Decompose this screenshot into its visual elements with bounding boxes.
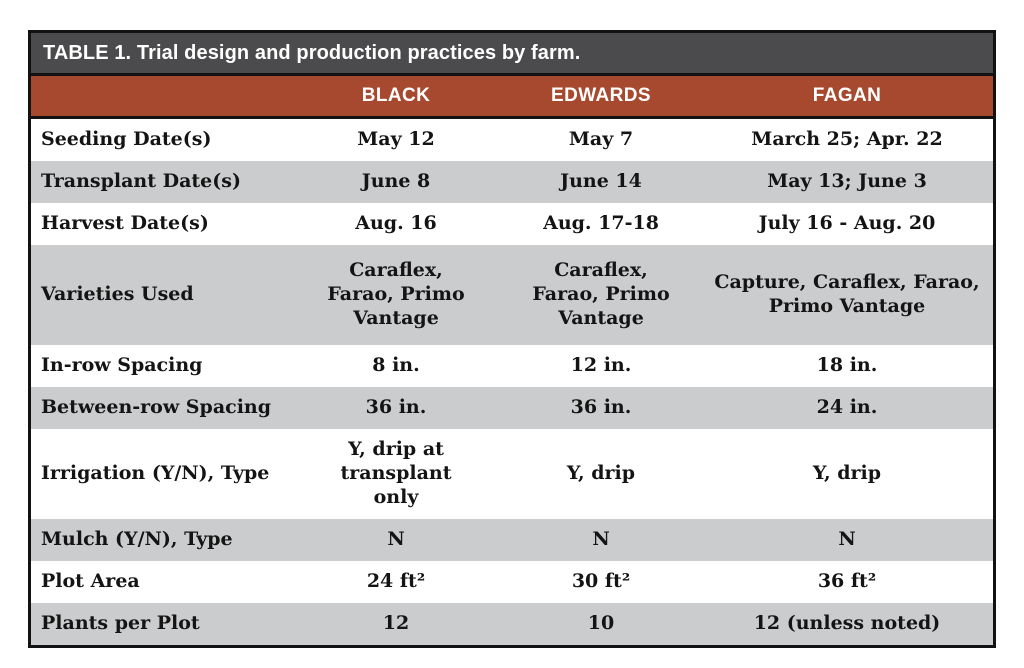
cell-fagan: N	[838, 528, 856, 551]
cell-edwards: 12 in.	[570, 354, 632, 377]
row-label: Plants per Plot	[41, 612, 200, 635]
cell-edwards: 10	[587, 612, 615, 635]
row-label: Irrigation (Y/N), Type	[41, 462, 270, 485]
cell-black: Y, drip at transplant only	[340, 438, 452, 508]
row-label: Harvest Date(s)	[41, 212, 209, 235]
table-row-varieties-used: Varieties Used Caraflex, Farao, Primo Va…	[31, 245, 993, 345]
row-label: Transplant Date(s)	[41, 170, 241, 193]
table-row-transplant-dates: Transplant Date(s) June 8 June 14 May 13…	[31, 161, 993, 203]
row-label: In-row Spacing	[41, 354, 203, 377]
cell-fagan: Y, drip	[812, 462, 882, 485]
cell-edwards: Caraflex, Farao, Primo Vantage	[532, 259, 670, 329]
table-row-in-row-spacing: In-row Spacing 8 in. 12 in. 18 in.	[31, 345, 993, 387]
header-cell-edwards: EDWARDS	[551, 85, 651, 106]
table-header-row: BLACK EDWARDS FAGAN	[31, 76, 993, 119]
cell-black: June 8	[361, 170, 431, 193]
cell-fagan: May 13; June 3	[767, 170, 927, 193]
cell-edwards: May 7	[568, 128, 634, 151]
row-label: Seeding Date(s)	[41, 128, 212, 151]
row-label: Plot Area	[41, 570, 140, 593]
cell-black: May 12	[357, 128, 435, 151]
cell-fagan: 12 (unless noted)	[753, 612, 941, 635]
cell-black: Aug. 16	[355, 212, 437, 235]
cell-fagan: 18 in.	[816, 354, 878, 377]
cell-black: 36 in.	[365, 396, 427, 419]
row-label: Mulch (Y/N), Type	[41, 528, 233, 551]
row-label: Between-row Spacing	[41, 396, 272, 419]
table-title: TABLE 1. Trial design and production pra…	[43, 41, 581, 64]
cell-fagan: Capture, Caraflex, Farao, Primo Vantage	[714, 271, 980, 317]
table-row-seeding-dates: Seeding Date(s) May 12 May 7 March 25; A…	[31, 119, 993, 161]
cell-black: 8 in.	[372, 354, 420, 377]
table-row-plants-per-plot: Plants per Plot 12 10 12 (unless noted)	[31, 603, 993, 645]
cell-edwards: June 14	[560, 170, 642, 193]
cell-edwards: Y, drip	[566, 462, 636, 485]
header-cell-fagan: FAGAN	[812, 85, 882, 106]
row-label: Varieties Used	[41, 283, 194, 306]
cell-fagan: July 16 - Aug. 20	[758, 212, 936, 235]
cell-black: 24 ft²	[366, 570, 426, 593]
table-row-irrigation: Irrigation (Y/N), Type Y, drip at transp…	[31, 429, 993, 519]
table-body: Seeding Date(s) May 12 May 7 March 25; A…	[31, 119, 993, 645]
cell-black: Caraflex, Farao, Primo Vantage	[327, 259, 465, 329]
cell-fagan: March 25; Apr. 22	[751, 128, 943, 151]
table-row-between-row-spacing: Between-row Spacing 36 in. 36 in. 24 in.	[31, 387, 993, 429]
cell-edwards: Aug. 17-18	[543, 212, 659, 235]
cell-fagan: 36 ft²	[817, 570, 877, 593]
cell-edwards: 30 ft²	[571, 570, 631, 593]
table-row-harvest-dates: Harvest Date(s) Aug. 16 Aug. 17-18 July …	[31, 203, 993, 245]
cell-edwards: 36 in.	[570, 396, 632, 419]
header-cell-black: BLACK	[361, 85, 431, 106]
table-row-plot-area: Plot Area 24 ft² 30 ft² 36 ft²	[31, 561, 993, 603]
cell-black: N	[387, 528, 405, 551]
cell-edwards: N	[592, 528, 610, 551]
table-row-mulch: Mulch (Y/N), Type N N N	[31, 519, 993, 561]
trial-design-table: TABLE 1. Trial design and production pra…	[28, 30, 996, 648]
table-title-bar: TABLE 1. Trial design and production pra…	[31, 33, 993, 76]
cell-fagan: 24 in.	[816, 396, 878, 419]
cell-black: 12	[382, 612, 410, 635]
